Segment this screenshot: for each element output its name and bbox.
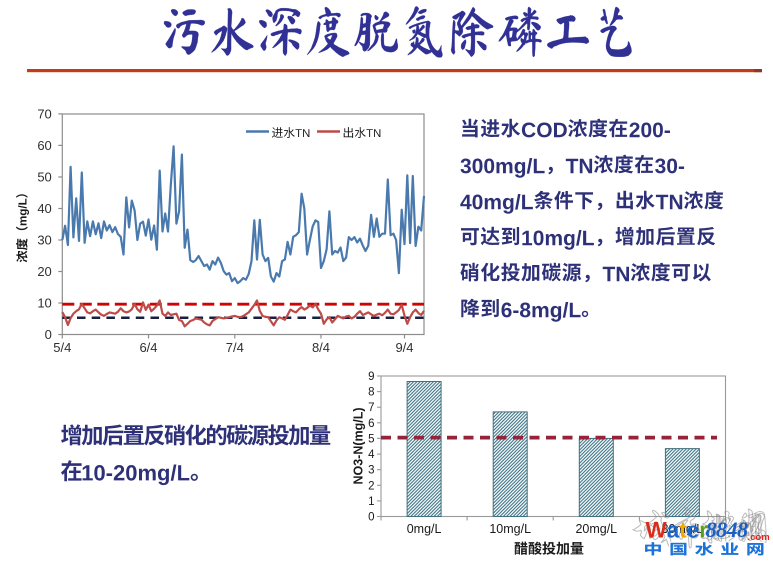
svg-text:7/4: 7/4 (226, 340, 244, 355)
svg-text:NO3-N(mg/L): NO3-N(mg/L) (352, 407, 366, 484)
svg-text:50: 50 (37, 170, 51, 185)
svg-text:0: 0 (45, 327, 52, 342)
svg-text:8848: 8848 (706, 517, 748, 542)
svg-text:1: 1 (368, 496, 374, 508)
svg-text:20: 20 (37, 264, 51, 279)
svg-text:5: 5 (368, 433, 374, 445)
svg-text:20mg/L: 20mg/L (575, 522, 617, 536)
svg-text:2: 2 (368, 480, 374, 492)
svg-text:6: 6 (368, 418, 374, 430)
svg-text:9: 9 (368, 371, 374, 383)
svg-text:5/4: 5/4 (53, 340, 71, 355)
svg-text:10mg/L: 10mg/L (489, 522, 531, 536)
svg-text:9/4: 9/4 (395, 340, 413, 355)
svg-text:4: 4 (368, 449, 375, 461)
svg-text:8: 8 (368, 387, 374, 399)
svg-text:70: 70 (37, 106, 51, 121)
svg-text:8/4: 8/4 (312, 340, 330, 355)
svg-text:0: 0 (368, 512, 374, 524)
svg-text:.com: .com (748, 532, 770, 543)
svg-text:6/4: 6/4 (139, 340, 157, 355)
svg-text:7: 7 (368, 402, 374, 414)
svg-text:60: 60 (37, 138, 51, 153)
svg-text:40: 40 (37, 201, 51, 216)
svg-text:0mg/L: 0mg/L (407, 522, 442, 536)
svg-text:30: 30 (37, 233, 51, 248)
svg-text:3: 3 (368, 465, 374, 477)
svg-text:10: 10 (37, 296, 51, 311)
